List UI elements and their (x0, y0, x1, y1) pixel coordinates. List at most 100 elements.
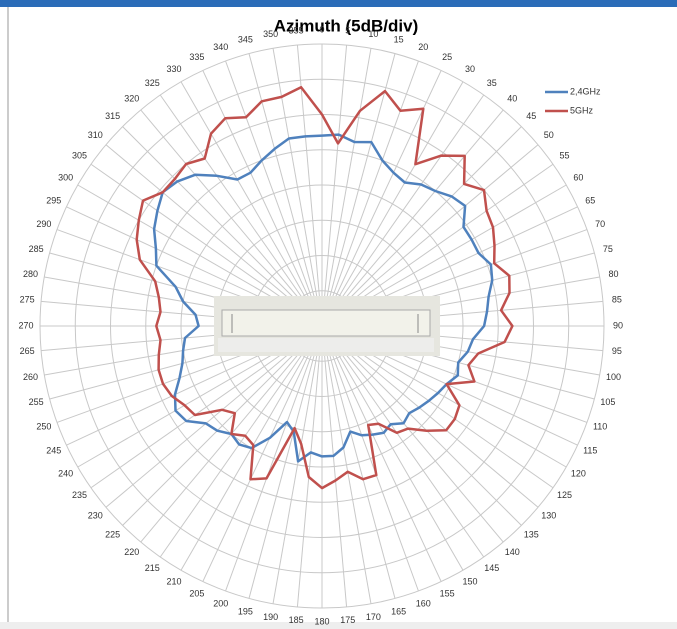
spoke (321, 126, 522, 327)
spoke (321, 144, 539, 327)
spoke (105, 325, 323, 508)
angle-label: 150 (462, 577, 477, 587)
spoke (321, 325, 419, 592)
angle-label: 70 (595, 219, 605, 229)
angle-label: 75 (603, 244, 613, 254)
angle-label: 105 (600, 397, 615, 407)
angle-label: 320 (124, 94, 139, 104)
spoke (225, 325, 323, 592)
angle-label: 185 (289, 615, 304, 625)
angle-label: 230 (88, 511, 103, 521)
spoke (321, 325, 504, 543)
spoke (321, 325, 442, 582)
spoke (272, 48, 323, 327)
spoke (248, 53, 323, 327)
angle-label: 340 (213, 42, 228, 52)
angle-label: 240 (58, 468, 73, 478)
spoke (296, 45, 323, 327)
angle-label: 170 (366, 612, 381, 622)
angle-label: 35 (487, 78, 497, 88)
device-shadow (218, 338, 434, 352)
angle-label: 90 (613, 320, 623, 330)
angle-label: 315 (105, 111, 120, 121)
angle-label: 65 (585, 195, 595, 205)
angle-label: 10 (368, 29, 378, 39)
spoke (321, 325, 464, 571)
top-bar (0, 0, 677, 7)
device (221, 309, 431, 337)
spoke (122, 325, 323, 526)
angle-label: 325 (145, 78, 160, 88)
spoke (321, 45, 348, 327)
angle-label: 310 (88, 130, 103, 140)
spoke (321, 81, 464, 327)
angle-label: 155 (440, 589, 455, 599)
angle-label: 290 (36, 219, 51, 229)
angle-label: 140 (505, 547, 520, 557)
angle-label: 50 (544, 130, 554, 140)
angle-label: 160 (416, 599, 431, 609)
angle-label: 280 (23, 269, 38, 279)
spoke (321, 48, 372, 327)
plot (135, 85, 514, 490)
spoke (296, 325, 323, 607)
spoke (140, 109, 323, 327)
angle-label: 255 (29, 397, 44, 407)
angle-label: 270 (18, 320, 33, 330)
device-photo (214, 296, 440, 356)
angle-label: 55 (559, 151, 569, 161)
angle-label: 80 (608, 269, 618, 279)
angle-label: 110 (593, 422, 607, 432)
spoke (321, 325, 522, 526)
angle-label: 265 (20, 346, 35, 356)
spoke (321, 325, 372, 604)
angle-label: 295 (46, 195, 61, 205)
angle-label: 125 (557, 490, 572, 500)
angle-label: 260 (23, 372, 38, 382)
angle-label: 130 (541, 511, 556, 521)
spoke (105, 144, 323, 327)
angle-label: 135 (524, 530, 539, 540)
angle-label: 330 (166, 64, 181, 74)
angle-label: 305 (72, 151, 87, 161)
spoke (321, 94, 485, 327)
spoke (202, 325, 323, 582)
series-line (152, 133, 494, 463)
angle-label: 245 (46, 445, 61, 455)
spoke (159, 94, 323, 327)
angle-label: 15 (394, 34, 404, 44)
spoke (225, 60, 323, 327)
angle-label: 25 (442, 52, 452, 62)
angle-label: 5 (345, 26, 350, 36)
angle-label: 180 (314, 616, 329, 626)
chart-title: Azimuth (5dB/div) (274, 16, 419, 35)
angle-label: 30 (465, 64, 475, 74)
angle-label: 275 (20, 295, 35, 305)
spoke (321, 60, 419, 327)
angle-label: 95 (612, 346, 622, 356)
spoke (159, 325, 323, 558)
angle-label: 285 (29, 244, 44, 254)
angle-label: 175 (340, 615, 355, 625)
angle-label: 0 (319, 24, 324, 34)
angle-label: 355 (289, 26, 304, 36)
angle-label: 115 (583, 445, 597, 455)
bottom-bar (0, 622, 677, 629)
angle-label: 165 (391, 606, 406, 616)
legend-label: 5GHz (570, 105, 594, 115)
angle-label: 335 (189, 52, 204, 62)
angle-label: 300 (58, 172, 73, 182)
spoke (321, 325, 348, 607)
angle-label: 225 (105, 530, 120, 540)
spoke (321, 325, 539, 508)
spoke (122, 126, 323, 327)
angle-label: 220 (124, 547, 139, 557)
angle-label: 205 (189, 589, 204, 599)
spoke (321, 325, 396, 599)
angle-label: 250 (36, 422, 51, 432)
angle-label: 350 (263, 29, 278, 39)
angle-label: 235 (72, 490, 87, 500)
spoke (321, 325, 485, 558)
